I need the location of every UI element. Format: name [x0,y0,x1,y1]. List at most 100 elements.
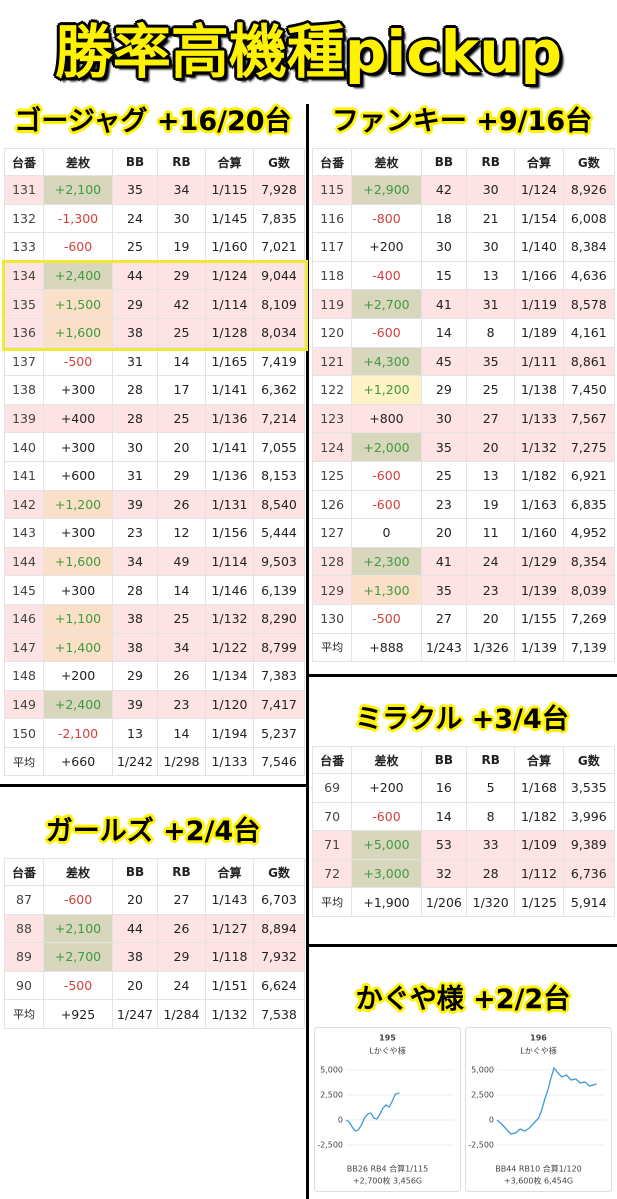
table-cell: 6,835 [562,489,615,520]
table-cell: 30 [465,232,516,262]
table-row: 121 +4,300 45 35 1/111 8,861 [311,346,615,377]
table-cell: 8,354 [562,546,615,577]
column-header: G数 [562,148,615,176]
table-cell: 9,044 [253,260,305,291]
column-header: BB [112,858,158,886]
table-cell: 8,578 [562,289,615,319]
section-heading: ガールズ +2/4台 [45,816,261,847]
table-cell: 1/115 [205,175,254,205]
average-cell: 平均 [311,887,353,917]
table-row: 146 +1,100 38 25 1/132 8,290 [4,603,305,634]
table-cell: +300 [43,432,113,462]
table-row: 136 +1,600 38 25 1/128 8,034 [4,317,305,348]
table-cell: 11 [465,518,516,548]
table-cell: 7,450 [562,375,615,405]
table-cell: 23 [465,575,516,605]
table-cell: 38 [112,603,158,634]
table-cell: 23 [420,489,468,520]
table-row: 117 +200 30 30 1/140 8,384 [311,232,615,262]
table-cell: 140 [4,432,44,462]
column-header: 台番 [4,858,44,886]
column-header: G数 [253,858,305,886]
table-cell: +300 [43,575,113,605]
table-cell: 41 [420,546,468,577]
table-cell: +1,400 [43,632,113,663]
table-cell: -600 [43,885,113,915]
average-cell: 1/243 [420,632,468,663]
table-cell: 7,055 [253,432,305,462]
table-cell: 20 [465,432,516,462]
table-cell: 6,624 [253,970,305,1001]
average-cell: 平均 [311,632,353,663]
average-cell: 1/139 [514,632,564,663]
table-cell: 6,139 [253,575,305,605]
column-header: G数 [562,746,615,774]
table-cell: 1/127 [205,913,254,944]
table-cell: 118 [311,260,353,291]
table-cell: 69 [311,773,353,803]
table-cell: 7,567 [562,403,615,434]
table-cell: 1/118 [205,942,254,972]
table-cell: 1/165 [205,346,254,377]
table-cell: 136 [4,317,44,348]
table-cell: 13 [465,460,516,491]
table-cell: 7,383 [253,661,305,691]
table-row: 116 -800 18 21 1/154 6,008 [311,203,615,234]
column-header: 合算 [514,148,564,176]
table-cell: 7,021 [253,232,305,262]
table-cell: 35 [112,175,158,205]
table-cell: 20 [112,970,158,1001]
table-cell: 1/120 [205,689,254,720]
table-cell: 3,996 [562,801,615,832]
divider [306,104,309,1199]
table-cell: 28 [112,575,158,605]
section-heading: ゴージャグ +16/20台 [14,106,292,137]
table-cell: 1/160 [514,518,564,548]
average-cell: +888 [351,632,422,663]
average-cell: 1/247 [112,999,158,1029]
table-cell: 7,269 [562,603,615,634]
table-row: 132 -1,300 24 30 1/145 7,835 [4,203,305,234]
table-cell: 8,034 [253,317,305,348]
average-cell: 1/298 [157,746,206,777]
average-cell: 5,914 [562,887,615,917]
table-cell: 1/132 [514,432,564,462]
average-cell: +660 [43,746,113,777]
column-header: 差枚 [351,746,422,774]
table-row: 119 +2,700 41 31 1/119 8,578 [311,289,615,319]
table-cell: 4,636 [562,260,615,291]
chart-subtitle: Lかぐや様 [520,1046,556,1056]
table-cell: +2,700 [351,289,422,319]
table-cell: 14 [420,317,468,348]
average-cell: 1/132 [205,999,254,1029]
table-row: 90 -500 20 24 1/151 6,624 [4,970,305,1001]
column-header: BB [420,746,468,774]
table-cell: 141 [4,460,44,491]
table-cell: -600 [43,232,113,262]
table-cell: 8,926 [562,175,615,205]
table-cell: 89 [4,942,44,972]
table-cell: 124 [311,432,353,462]
table-cell: 31 [465,289,516,319]
header-row: 台番 差枚 BB RB 合算 G数 [4,858,305,886]
table-cell: 148 [4,661,44,691]
table-cell: +2,700 [43,942,113,972]
table-cell: 8,039 [562,575,615,605]
table-cell: 1/140 [514,232,564,262]
column-header: 差枚 [351,148,422,176]
section-heading: かぐや様 +2/2台 [355,984,571,1015]
table-cell: -500 [351,603,422,634]
table-cell: 8,540 [253,489,305,520]
table-row: 70 -600 14 8 1/182 3,996 [311,801,615,832]
table-cell: 31 [112,346,158,377]
average-cell: 1/242 [112,746,158,777]
table-row: 138 +300 28 17 1/141 6,362 [4,375,305,405]
table-cell: 5,444 [253,518,305,548]
table-cell: 90 [4,970,44,1001]
table-cell: +300 [43,518,113,548]
table-cell: 39 [112,689,158,720]
table-cell: 41 [420,289,468,319]
table-cell: -600 [351,460,422,491]
table-cell: 147 [4,632,44,663]
column-header: 合算 [514,746,564,774]
